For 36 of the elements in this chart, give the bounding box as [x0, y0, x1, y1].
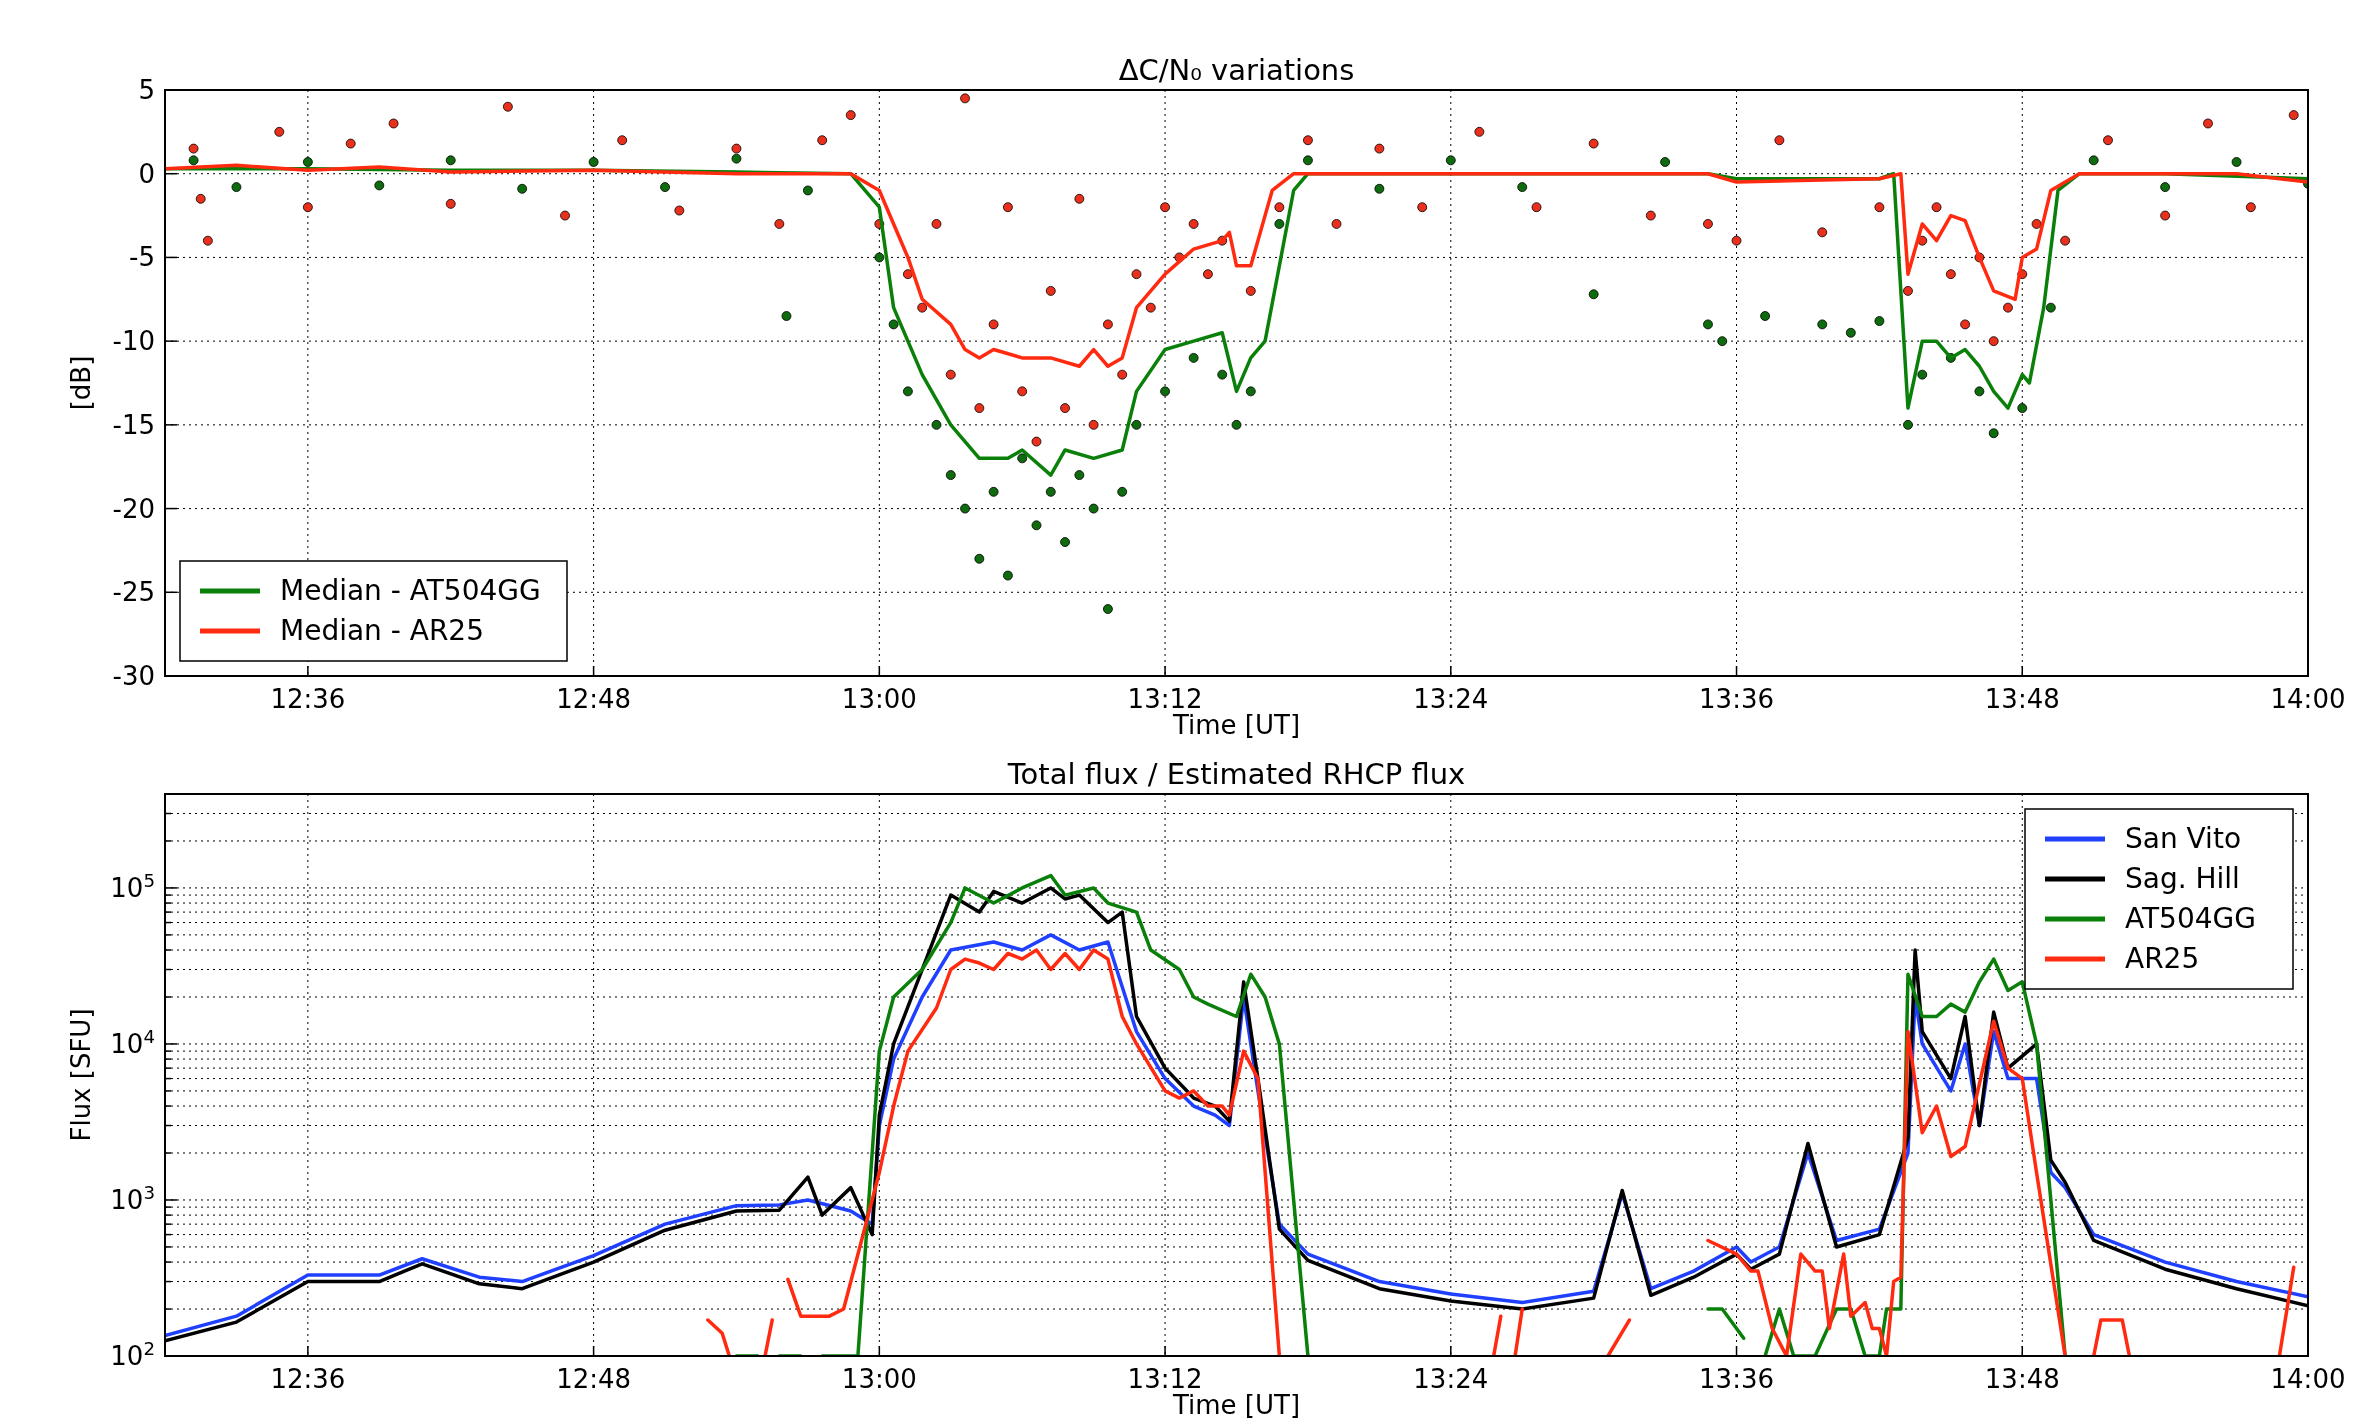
x-tick-label: 12:36 — [270, 1364, 346, 1394]
legend-label: San Vito — [2125, 822, 2242, 855]
y-tick-label: 0 — [138, 158, 155, 189]
y-tick-label: -10 — [112, 326, 155, 357]
x-tick-label: 13:36 — [1699, 1364, 1774, 1394]
y-axis-title: Flux [SFU] — [66, 1008, 96, 1142]
y-tick-label: -25 — [112, 577, 155, 608]
x-tick-label: 13:48 — [1984, 1364, 2060, 1394]
legend-label: Sag. Hill — [2125, 862, 2240, 895]
y-tick-label: 10$^{2}$ — [110, 1337, 155, 1371]
x-tick-label: 12:48 — [556, 1364, 632, 1394]
legend-label: Median - AT504GG — [280, 574, 541, 607]
x-tick-label: 13:24 — [1413, 684, 1489, 714]
legend-label: AT504GG — [2125, 902, 2256, 935]
y-tick-label: 10$^{5}$ — [110, 869, 155, 903]
x-tick-label: 14:00 — [2270, 684, 2346, 714]
x-tick-label: 12:48 — [556, 684, 632, 714]
x-tick-label: 14:00 — [2270, 1364, 2346, 1394]
x-tick-label: 13:24 — [1413, 1364, 1489, 1394]
chart-title: Total flux / Estimated RHCP flux — [1006, 757, 1466, 791]
legend-label: Median - AR25 — [280, 614, 484, 647]
chart-title: ΔC/N₀ variations — [1118, 53, 1355, 87]
x-tick-label: 13:36 — [1699, 684, 1774, 714]
y-tick-label: -20 — [112, 493, 155, 524]
x-tick-label: 13:48 — [1984, 684, 2060, 714]
x-tick-label: 13:00 — [841, 684, 917, 714]
y-tick-label: -15 — [112, 409, 155, 440]
y-axis-title: [dB] — [66, 355, 96, 411]
legend-label: AR25 — [2125, 942, 2200, 975]
y-tick-label: -30 — [112, 661, 155, 691]
y-tick-label: 10$^{4}$ — [110, 1025, 155, 1059]
x-tick-label: 13:00 — [841, 1364, 917, 1394]
y-tick-label: -5 — [129, 242, 155, 273]
y-tick-label: 10$^{3}$ — [110, 1181, 155, 1215]
y-tick-label: 5 — [138, 75, 155, 105]
x-tick-label: 12:36 — [270, 684, 346, 714]
